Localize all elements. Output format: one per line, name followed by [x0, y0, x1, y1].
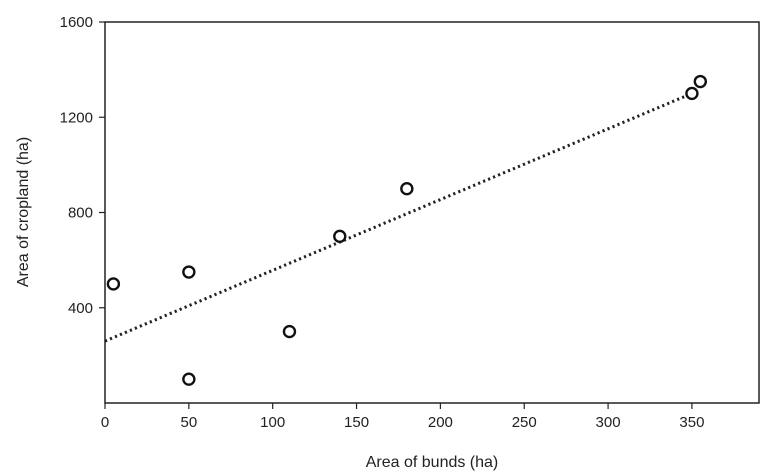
- x-tick-label: 0: [101, 414, 109, 431]
- data-point: [400, 181, 414, 196]
- x-tick-label: 300: [596, 414, 621, 431]
- data-point: [282, 324, 297, 339]
- y-tick-label: 400: [68, 300, 93, 317]
- data-point: [333, 229, 347, 244]
- x-tick-label: 250: [512, 414, 537, 431]
- y-tick-label: 800: [68, 205, 93, 222]
- data-point: [106, 277, 121, 291]
- x-tick-label: 150: [344, 414, 369, 431]
- x-tick-label: 50: [181, 414, 198, 431]
- x-tick-label: 200: [428, 414, 453, 431]
- trendline: [104, 92, 693, 343]
- plot-frame: [104, 21, 760, 404]
- x-axis-ticks: 0 50 100 150 200 250 300 350: [101, 403, 704, 431]
- x-tick-label: 350: [679, 414, 704, 431]
- data-point: [182, 372, 196, 386]
- x-axis-title: Area of bunds (ha): [366, 454, 499, 471]
- y-axis-ticks: 400 800 1200 1600: [60, 14, 105, 317]
- y-tick-label: 1600: [60, 14, 93, 31]
- data-point: [685, 86, 699, 101]
- y-tick-label: 1200: [60, 109, 93, 126]
- data-point: [693, 74, 708, 89]
- y-axis-title: Area of cropland (ha): [15, 137, 32, 287]
- x-tick-label: 100: [260, 414, 285, 431]
- data-point: [182, 265, 196, 279]
- data-points: [106, 74, 708, 386]
